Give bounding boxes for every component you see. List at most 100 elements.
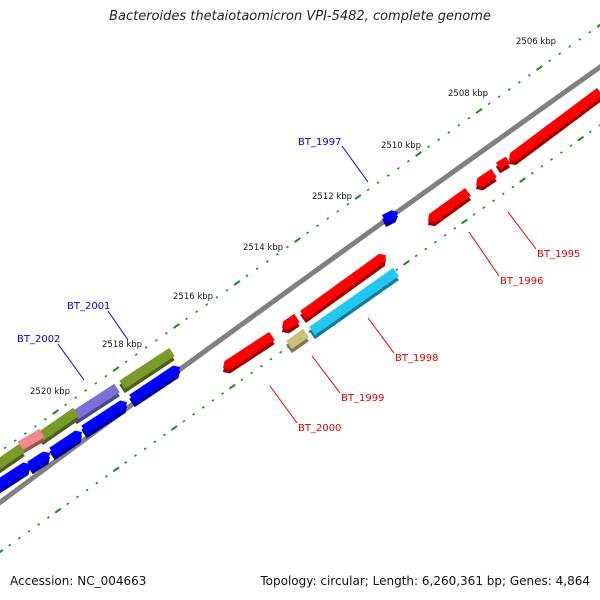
gene-bt1997[interactable] [381,210,398,228]
gene-label[interactable]: BT_2002 [17,334,60,345]
gene-label[interactable]: BT_1998 [395,353,438,364]
tick-mark [501,192,505,196]
gene-bt1998[interactable] [309,267,399,340]
tick-mark [225,288,229,292]
tick-mark [403,259,410,266]
tick-mark [27,529,31,533]
tick-mark [74,396,78,400]
gene-callout-line [507,211,537,250]
gene-bt1996[interactable] [476,168,497,191]
tick-mark [104,374,108,378]
gene-label[interactable]: BT_1996 [500,276,543,287]
tick-mark [559,151,563,154]
tick-mark [406,159,410,163]
tick-mark [517,80,521,84]
tick-mark [548,59,552,63]
gene-olive-3[interactable] [0,443,25,474]
gene-callout-line [269,385,298,424]
tick-mark [154,338,158,342]
gene-label[interactable]: BT_1995 [537,249,580,260]
tick-mark [550,158,554,161]
tick-mark [66,502,70,506]
gene-bt1995[interactable] [509,87,600,166]
gene-olive-1[interactable] [119,347,175,394]
gene-label[interactable]: BT_2001 [67,301,110,312]
tick-mark [578,37,582,41]
gene-label[interactable]: BT_1999 [341,393,384,404]
gene-blue-3[interactable] [49,430,82,461]
tick-mark [427,145,431,149]
tick-mark [437,138,441,142]
tick-mark [568,45,572,48]
tick-mark [84,389,88,392]
tick-mark [228,383,236,390]
tick-mark [64,403,68,407]
accession-text: Accession: NC_004663 [10,574,147,588]
tick-mark [240,378,244,382]
tick-mark [211,399,215,402]
tick-mark [279,350,283,354]
tick-mark [13,439,17,443]
tick-mark [43,417,47,421]
tick-mark [233,280,241,286]
gene-callout-line [341,145,369,183]
gene-olive-2[interactable] [37,407,79,446]
kbp-label: 2516 kbp [173,292,213,302]
tick-mark [192,412,195,416]
kbp-labels: 2506 kbp 2508 kbp 2510 kbp 2512 kbp 2514 kbp… [30,37,556,397]
tick-mark [346,202,350,206]
tick-mark [259,364,263,368]
genome-backbone [0,64,600,506]
tick-mark [453,226,457,230]
gene-bt1995-part[interactable] [495,156,511,174]
gene-blue-1[interactable] [129,365,180,408]
gene-bt2002[interactable] [17,428,45,455]
tick-mark [37,523,41,526]
tick-mark [143,447,147,451]
tick-mark [497,95,501,99]
tick-mark [461,218,468,225]
gene-bt1999[interactable] [282,313,300,334]
tick-mark [540,164,544,168]
outer-tick-ring [3,23,600,450]
tick-mark [354,194,362,200]
genome-summary-text: Topology: circular; Length: 6,260,361 bp… [260,574,590,588]
tick-mark [386,174,390,177]
backbone-layer [0,64,600,506]
gene-bt1999b[interactable] [286,328,309,354]
tick-mark [527,73,531,77]
tick-mark [255,267,259,271]
tick-mark [396,166,400,170]
tick-mark [434,240,437,244]
gene-label[interactable]: BT_2000 [298,423,341,434]
gene-callout-line [107,310,129,341]
tick-mark [414,254,418,258]
tick-mark [376,181,380,185]
tick-mark [245,274,249,278]
tick-mark [577,135,585,142]
tick-mark [0,549,4,554]
tick-mark [447,131,451,134]
gene-features [0,87,600,495]
tick-mark [105,474,108,478]
gene-blue-4[interactable] [27,451,50,475]
tick-mark [173,323,180,329]
gene-blue-2[interactable] [81,400,127,439]
kbp-label: 2514 kbp [243,243,283,253]
gene-label[interactable]: BT_1997 [298,137,341,148]
gene-callout-line [367,317,395,354]
tick-mark [205,303,209,306]
tick-mark [596,23,600,28]
tick-mark [163,433,166,437]
tick-mark [201,406,205,409]
gene-bt1996b[interactable] [428,187,471,227]
tick-mark [475,108,483,114]
gene-bt1998b[interactable] [300,253,386,324]
tick-mark [457,123,461,127]
gene-bt2001[interactable] [71,383,120,425]
tick-mark [443,233,447,237]
tick-mark [112,466,120,473]
gene-blue-5[interactable] [0,462,30,495]
gene-bt2000[interactable] [223,331,275,374]
